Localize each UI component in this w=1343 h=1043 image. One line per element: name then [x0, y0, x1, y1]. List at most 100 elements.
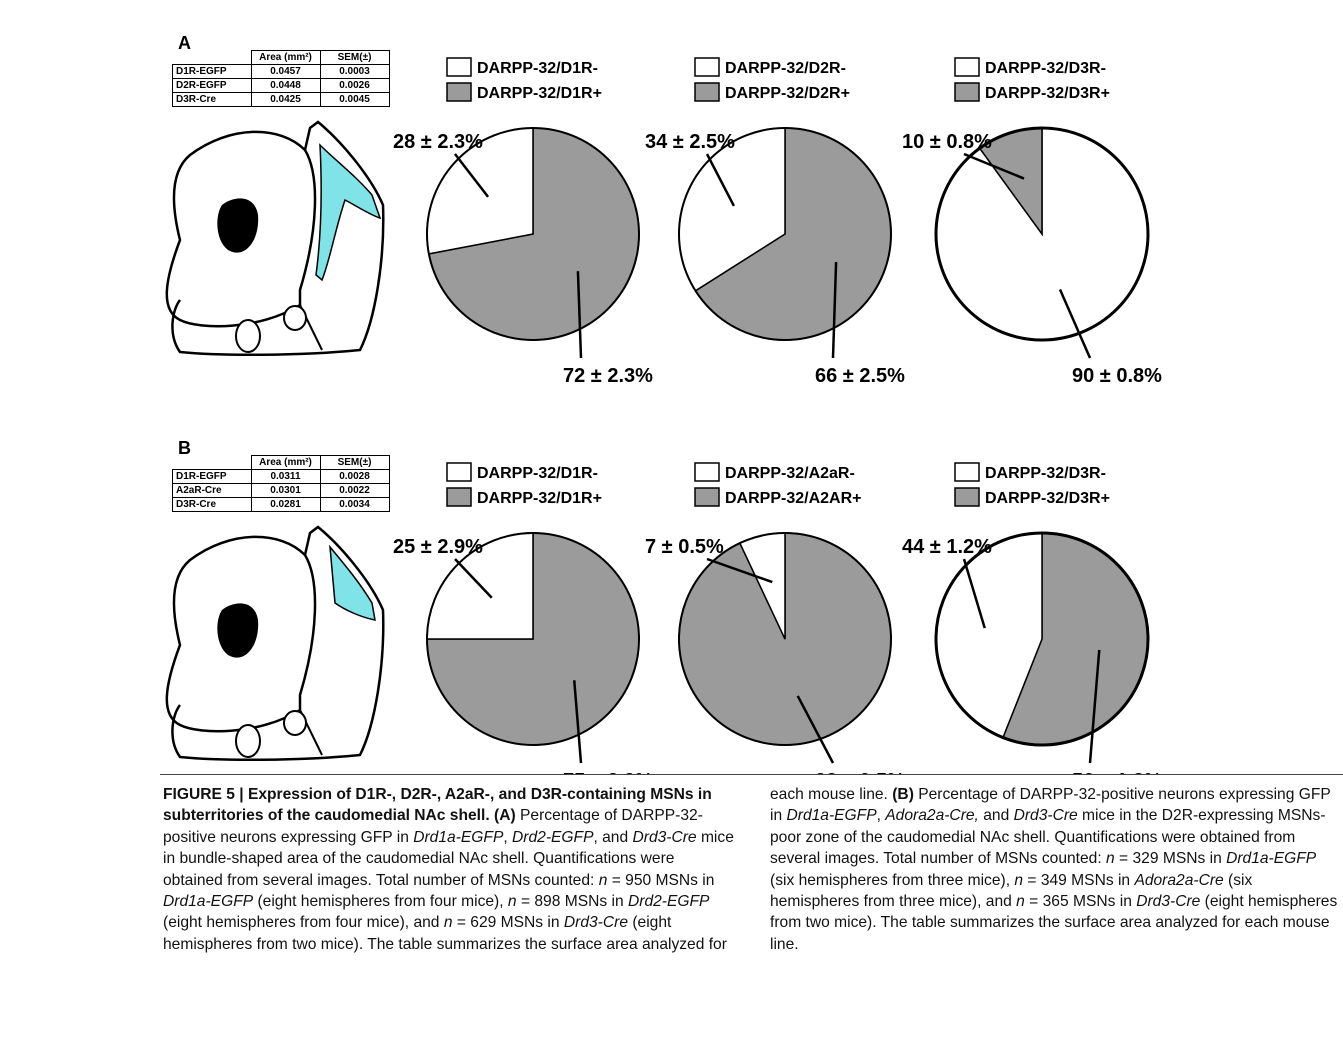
legend-swatch [446, 462, 472, 482]
table-corner [173, 456, 252, 470]
pie-outline [678, 532, 892, 746]
brain-diagram-a [165, 120, 385, 357]
caption-text: FIGURE 5 | Expression of D1R-, D2R-, A2a… [163, 786, 712, 825]
caption-text: Adora2a-Cre, [885, 807, 979, 825]
caption-text: n [443, 914, 453, 932]
slice-label: 90 ± 0.8% [1072, 365, 1162, 387]
caption-text: Percentage of DARPP-32-positive neurons … [163, 807, 703, 846]
table-cell: 0.0281 [250, 497, 321, 512]
table-row: D1R-EGFP 0.0311 0.0028 [172, 469, 390, 484]
leader-line [831, 262, 838, 359]
caption-text: (eight hemispheres from two mice). The t… [163, 786, 893, 953]
table-header: Area (mm²) [250, 455, 321, 470]
table-cell: 0.0028 [319, 469, 390, 484]
table-header: Area (mm²) [250, 50, 321, 65]
legend-label: DARPP-32/D1R+ [477, 85, 602, 102]
caption-text: Drd3-Cre [632, 828, 697, 846]
caption-text: n [598, 871, 608, 889]
caption-rule [160, 774, 1343, 775]
caption-text: = 365 MSNs in [1024, 893, 1137, 911]
leader-line [1088, 649, 1101, 764]
area-table: Area (mm²) SEM(±) D1R-EGFP 0.0457 0.0003 D2R-… [172, 50, 390, 107]
leader-line [572, 680, 583, 764]
caption-text: = 898 MSNs in [516, 893, 628, 911]
caption-text: , [503, 828, 513, 846]
caption-text: = 950 MSNs in [607, 871, 715, 889]
slice-label: 7 ± 0.5% [645, 536, 724, 558]
caption-text: , [876, 807, 886, 825]
legend-label: DARPP-32/D3R- [985, 60, 1106, 77]
caption-text: Drd3-Cre [1013, 807, 1078, 825]
legend-swatch [446, 82, 472, 102]
caption-text: n [1014, 871, 1024, 889]
table-cell: D2R-EGFP [172, 78, 252, 93]
caption-text: and [978, 807, 1014, 825]
slice-label: 34 ± 2.5% [645, 131, 735, 153]
table-cell: 0.0003 [319, 64, 390, 79]
table-cell: D1R-EGFP [172, 469, 252, 484]
slice-label: 25 ± 2.9% [393, 536, 483, 558]
slice-label: 66 ± 2.5% [815, 365, 905, 387]
leader-line [796, 695, 835, 764]
legend-swatch [954, 462, 980, 482]
table-cell: 0.0448 [250, 78, 321, 93]
leader-line [576, 271, 583, 359]
table-cell: 0.0022 [319, 483, 390, 498]
caption: FIGURE 5 | Expression of D1R-, D2R-, A2a… [163, 784, 1343, 955]
legend-label: DARPP-32/D1R+ [477, 490, 602, 507]
leader-line [963, 152, 1025, 180]
caption-text: mice in bundle-shaped area of the caudom… [163, 828, 734, 889]
table-cell: 0.0034 [319, 497, 390, 512]
caption-text: Drd3-Cre [1136, 893, 1201, 911]
legend-swatch [694, 487, 720, 507]
legend-label: DARPP-32/D3R- [985, 465, 1106, 482]
legend-label: DARPP-32/D3R+ [985, 85, 1110, 102]
leader-line [454, 558, 493, 599]
area-table: Area (mm²) SEM(±) D1R-EGFP 0.0311 0.0028 A2aR… [172, 455, 390, 512]
pie-outline [934, 531, 1150, 747]
legend-swatch [954, 57, 980, 77]
leader-line [1058, 288, 1092, 359]
table-row: D1R-EGFP 0.0457 0.0003 [172, 64, 390, 79]
panel-label: B [178, 438, 191, 458]
table-cell: D1R-EGFP [172, 64, 252, 79]
table-cell: 0.0425 [250, 92, 321, 107]
brain-diagram-b [165, 525, 385, 762]
caption-text: Percentage of DARPP-32-positive neurons … [770, 786, 1331, 825]
table-cell: A2aR-Cre [172, 483, 252, 498]
table-row: A2aR-Cre 0.0301 0.0022 [172, 483, 390, 498]
caption-text: , and [593, 828, 633, 846]
legend-swatch [694, 82, 720, 102]
legend-swatch [954, 487, 980, 507]
caption-text: Drd1a-EGFP [1226, 850, 1317, 868]
table-header: SEM(±) [319, 455, 390, 470]
caption-text: n [1016, 893, 1025, 911]
table-cell: D3R-Cre [172, 92, 252, 107]
pie-outline [426, 127, 640, 341]
pie-outline [934, 126, 1150, 342]
caption-text: Adora2a-Cre [1134, 871, 1224, 889]
table-cell: 0.0026 [319, 78, 390, 93]
table-row: D3R-Cre 0.0425 0.0045 [172, 92, 390, 107]
caption-text: (six hemispheres from three mice), and [770, 871, 1253, 911]
caption-text: (B) [892, 786, 914, 803]
legend-swatch [954, 82, 980, 102]
legend-label: DARPP-32/A2aR- [725, 465, 855, 482]
caption-text: = 349 MSNs in [1023, 871, 1135, 889]
caption-text: Drd2-EGFP [512, 828, 594, 846]
legend-label: DARPP-32/A2AR+ [725, 490, 861, 507]
table-header-row: Area (mm²) SEM(±) [173, 455, 390, 470]
legend-label: DARPP-32/D2R+ [725, 85, 850, 102]
legend-label: DARPP-32/D3R+ [985, 490, 1110, 507]
legend-label: DARPP-32/D2R- [725, 60, 846, 77]
caption-text: (eight hemispheres from four mice), and [163, 914, 444, 932]
table-cell: 0.0045 [319, 92, 390, 107]
slice-label: 28 ± 2.3% [393, 131, 483, 153]
caption-text: mice in the D2R-expressing MSNs-poor zon… [770, 807, 1326, 868]
caption-text: (six hemispheres from three mice), [770, 871, 1015, 889]
slice-label: 10 ± 0.8% [902, 131, 992, 153]
leader-line [706, 557, 773, 584]
caption-text: n [1106, 850, 1115, 868]
table-header: SEM(±) [319, 50, 390, 65]
